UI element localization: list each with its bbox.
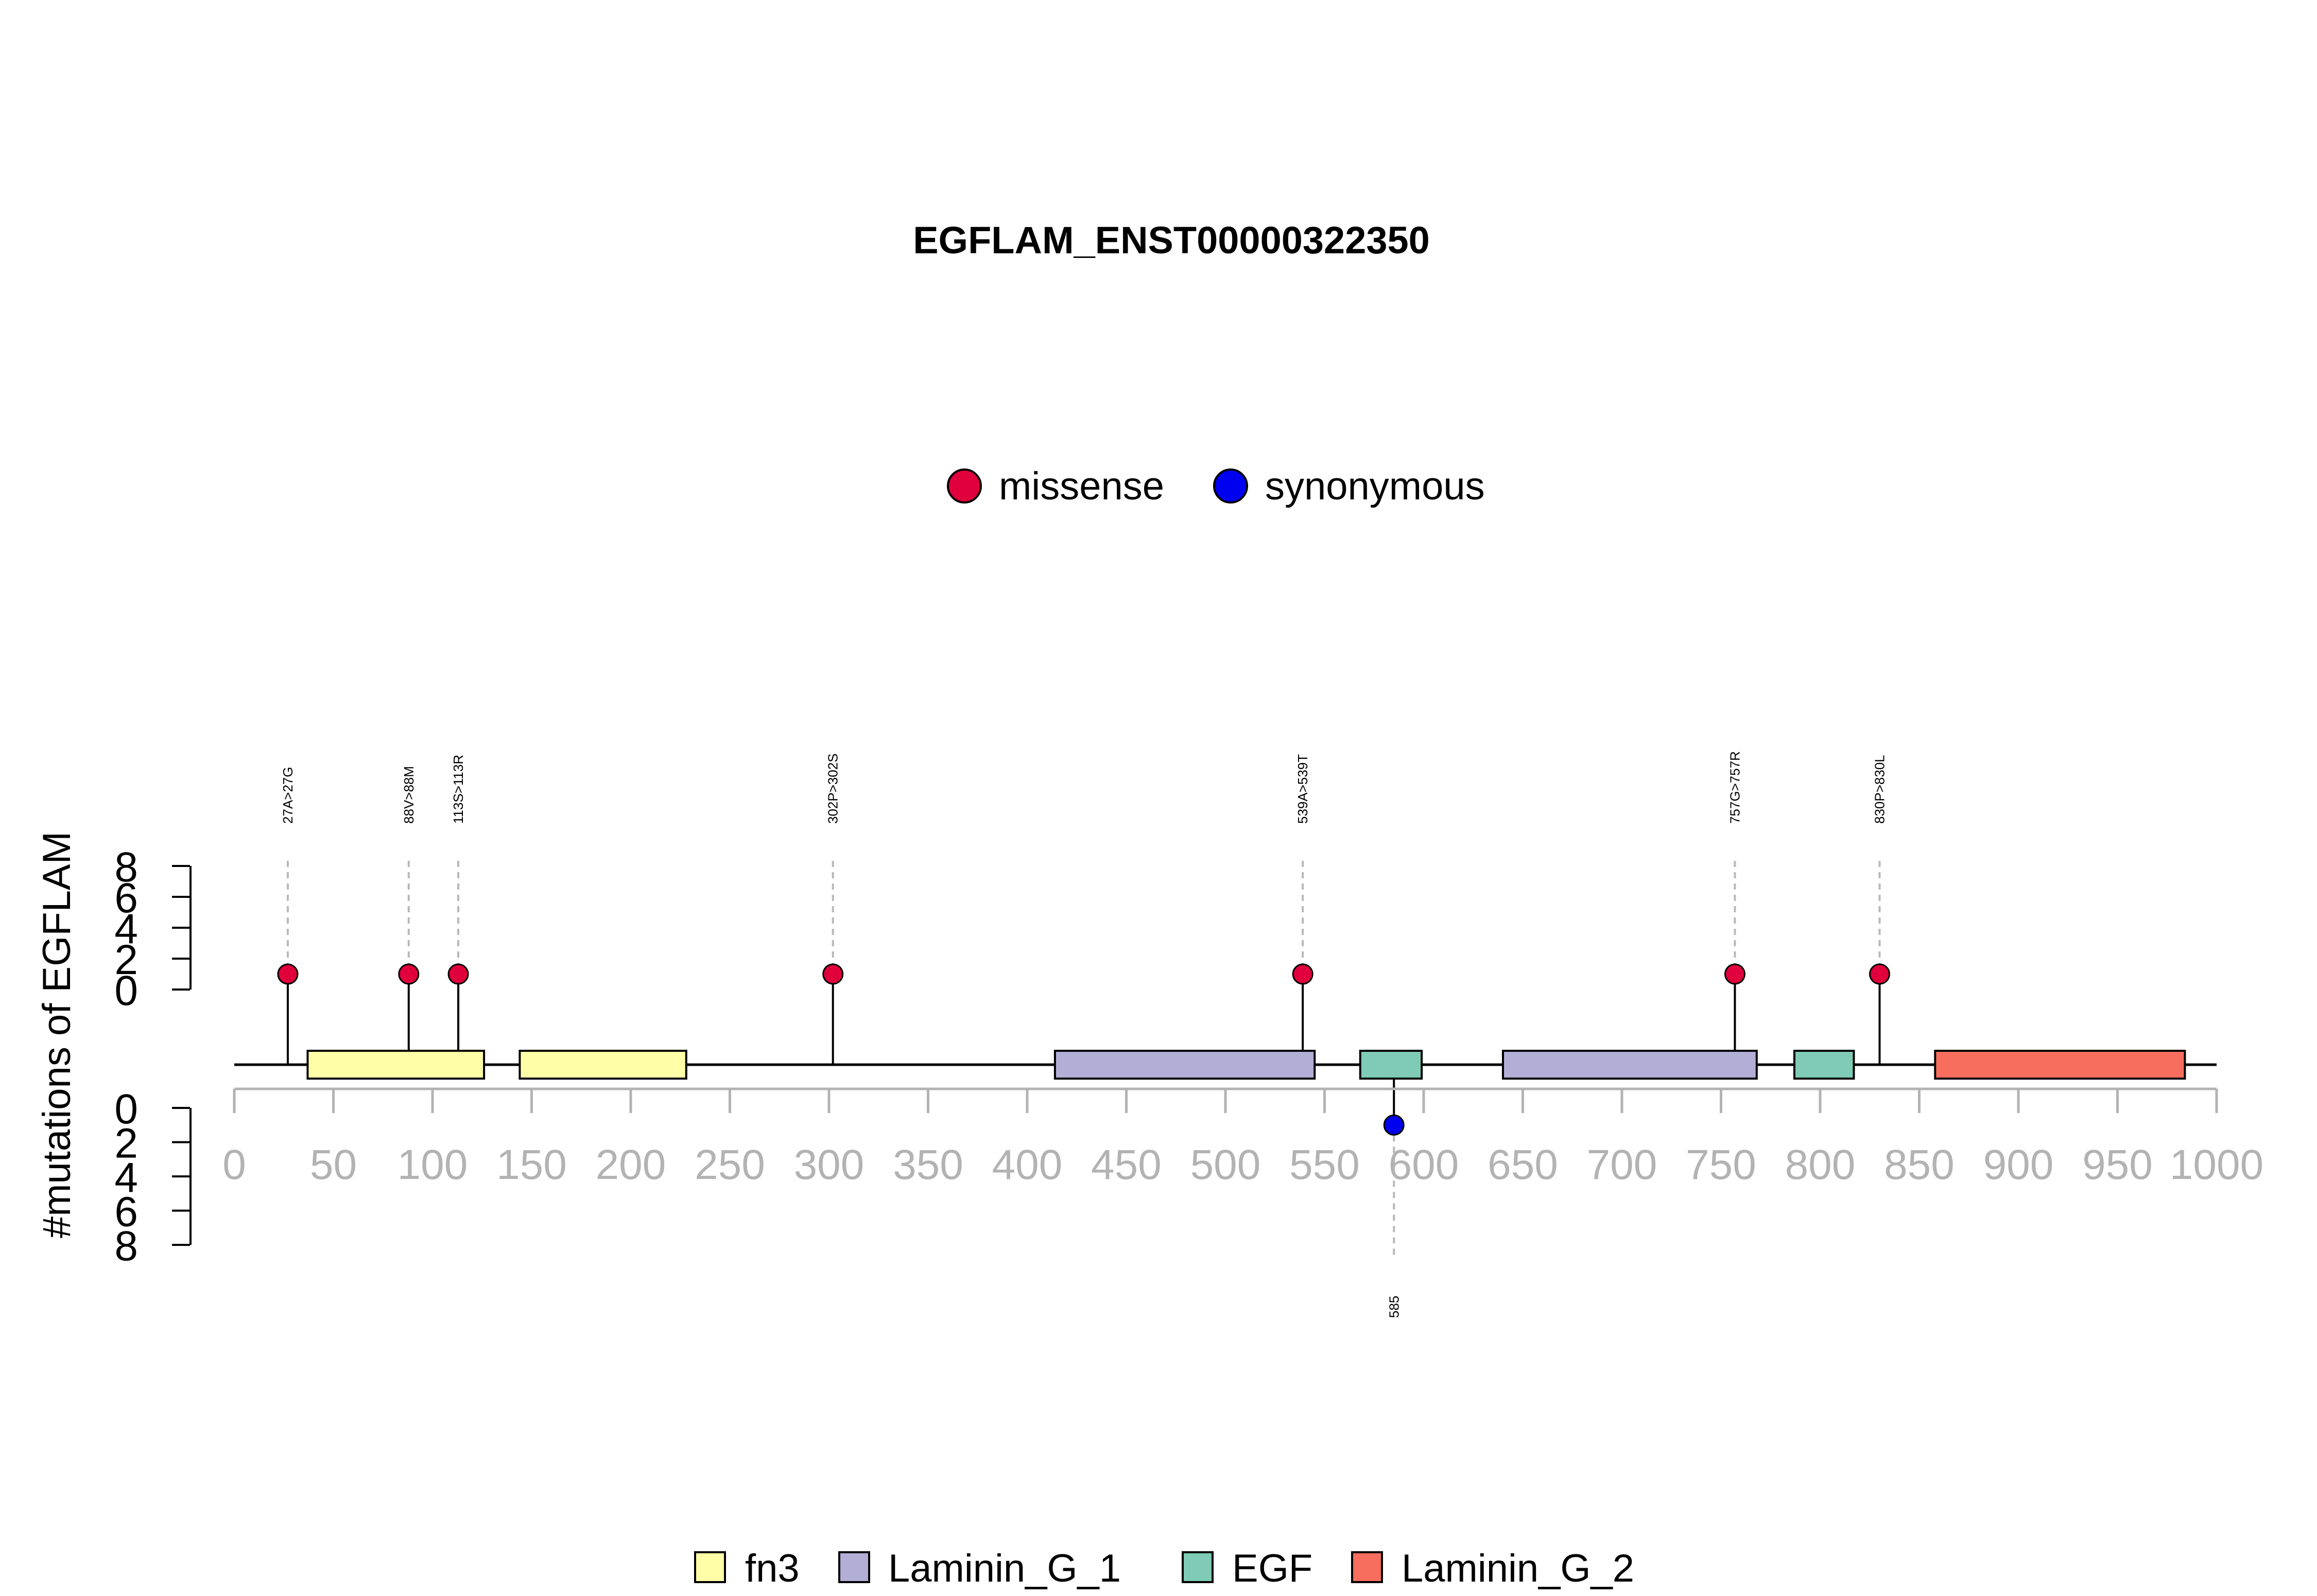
- domain-legend-label: EGF: [1232, 1547, 1312, 1590]
- mutation-label: 88V>88M: [401, 766, 417, 824]
- x-axis: 0 50 100 150 200 250 300 350 400 450 500 550 600 650 7…: [222, 1087, 2263, 1188]
- x-axis-tick-label: 1000: [2170, 1141, 2263, 1188]
- top-count-tick-label: 6: [114, 875, 138, 922]
- legend-marker-synonymous: [1213, 469, 1248, 504]
- domain-laminin-g-2: [1934, 1050, 2186, 1080]
- domain-legend-swatch-laminin-g-1: [838, 1551, 870, 1583]
- domain-legend-swatch-fn3: [694, 1551, 726, 1583]
- x-axis-tick-label: 750: [1686, 1141, 1756, 1188]
- mutation-type-legend: missense synonymous: [947, 464, 1485, 508]
- mutation-labels: 27A>27G 88V>88M 113S>113R 302P>302S 539A>539…: [280, 751, 1888, 1318]
- x-axis-tick-label: 950: [2082, 1141, 2153, 1188]
- top-count-tick-label: 4: [114, 906, 138, 952]
- top-count-tick-label: 8: [114, 844, 138, 891]
- domain-legend-label: Laminin_G_1: [888, 1547, 1121, 1590]
- x-axis-tick-label: 150: [496, 1141, 567, 1188]
- mutation-stems: [286, 861, 1881, 1256]
- x-axis-tick-label: 700: [1587, 1141, 1657, 1188]
- domain-legend-swatch-egf: [1182, 1551, 1214, 1583]
- domain-boxes: [306, 1050, 2186, 1080]
- y-axis-label: #mutations of EGFLAM: [35, 831, 79, 1238]
- mutation-label: 539A>539T: [1295, 754, 1310, 824]
- mutation-point-missense: [1869, 963, 1890, 985]
- mutation-label: 27A>27G: [280, 767, 296, 824]
- domain-fn3: [306, 1050, 486, 1080]
- mutation-point-missense: [1724, 963, 1745, 985]
- mutation-point-synonymous: [1383, 1114, 1405, 1136]
- domain-fn3: [518, 1050, 687, 1080]
- mutation-point-missense: [398, 963, 420, 985]
- x-axis-tick-label: 200: [596, 1141, 666, 1188]
- bottom-count-tick-label: 4: [114, 1154, 138, 1201]
- mutation-point-missense: [822, 963, 844, 985]
- legend-label-missense: missense: [999, 464, 1164, 508]
- mutation-point-missense: [1292, 963, 1313, 985]
- x-axis-tick-label: 500: [1190, 1141, 1261, 1188]
- mutation-point-missense: [447, 963, 469, 985]
- mutation-label: 585: [1386, 1296, 1402, 1318]
- bottom-count-tick-label: 8: [114, 1223, 138, 1270]
- domain-laminin-g-1: [1502, 1050, 1758, 1080]
- x-axis-tick-label: 50: [310, 1141, 357, 1188]
- bottom-count-tick-label: 0: [114, 1086, 138, 1133]
- x-axis-tick-label: 850: [1884, 1141, 1955, 1188]
- chart-title: EGFLAM_ENST00000322350: [913, 219, 1430, 262]
- x-axis-tick-label: 900: [1983, 1141, 2054, 1188]
- x-axis-tick-label: 550: [1289, 1141, 1360, 1188]
- domain-legend-label: fn3: [745, 1547, 800, 1590]
- top-count-tick-label: 2: [114, 936, 138, 983]
- top-count-tick-label: 0: [114, 967, 138, 1014]
- mutation-point-missense: [277, 963, 299, 985]
- x-axis-tick-label: 650: [1488, 1141, 1558, 1188]
- mutation-points: [277, 963, 1890, 1136]
- mutation-label: 757G>757R: [1727, 751, 1742, 824]
- legend-marker-missense: [947, 469, 982, 504]
- domain-egf: [1359, 1050, 1423, 1080]
- legend-label-synonymous: synonymous: [1265, 464, 1485, 508]
- x-axis-tick-label: 450: [1091, 1141, 1162, 1188]
- mutation-label: 830P>830L: [1872, 755, 1888, 824]
- x-axis-tick-label: 400: [992, 1141, 1063, 1188]
- domain-legend: fn3 Laminin_G_1 EGF Laminin_G_2: [694, 1547, 1634, 1590]
- mutation-label: 113S>113R: [451, 755, 466, 824]
- x-axis-tick-label: 250: [695, 1141, 765, 1188]
- domain-laminin-g-1: [1053, 1050, 1316, 1080]
- x-axis-tick-label: 800: [1785, 1141, 1856, 1188]
- x-axis-tick-label: 300: [794, 1141, 864, 1188]
- domain-egf: [1793, 1050, 1855, 1080]
- x-axis-tick-label: 350: [893, 1141, 963, 1188]
- domain-legend-label: Laminin_G_2: [1402, 1547, 1634, 1590]
- mutation-label: 302P>302S: [825, 753, 841, 824]
- x-axis-tick-label: 600: [1389, 1141, 1459, 1188]
- x-axis-tick-label: 0: [222, 1141, 246, 1188]
- bottom-count-tick-label: 6: [114, 1189, 138, 1236]
- bottom-count-tick-label: 2: [114, 1120, 138, 1167]
- x-axis-tick-label: 100: [397, 1141, 468, 1188]
- domain-legend-swatch-laminin-g-2: [1351, 1551, 1383, 1583]
